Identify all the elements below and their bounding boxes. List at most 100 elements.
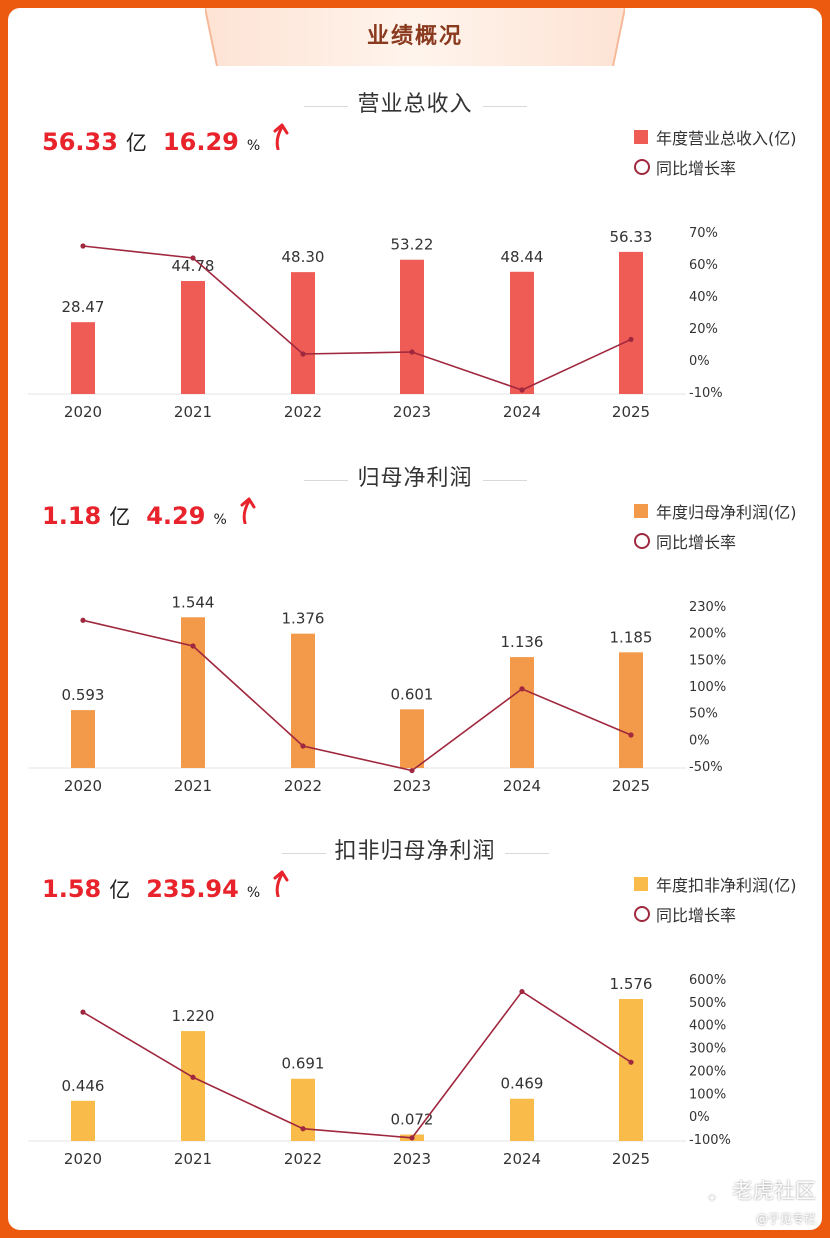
x-tick-label: 2023 [393,1150,431,1168]
bar-value-label: 53.22 [391,236,434,254]
section-title: 扣非归母净利润 [334,839,496,864]
legend-swatch [634,504,648,518]
headline-growth-unit: % [246,885,261,901]
growth-point [409,767,415,774]
legend-label: 年度营业总收入(亿) [656,129,797,148]
y2-tick-label: 100% [689,680,726,695]
legend-marker [634,906,650,922]
bar [71,710,95,768]
net-profit-section: 归母净利润 1.18 亿 4.29% 年度归母净利润(亿) 同比增长率 0.593 2… [0,464,830,836]
headline-value: 56.33 [42,128,118,156]
legend-marker [634,533,650,549]
growth-point [80,1009,86,1015]
bar-value-label: 1.376 [282,610,325,628]
bar [71,322,95,394]
x-tick-label: 2024 [503,777,541,795]
headline-growth: 16.29 [162,128,239,156]
bar [400,259,424,394]
y2-tick-label: 500% [689,996,726,1011]
watermark-author: @于见专栏 [755,1212,816,1226]
bar-value-label: 0.446 [62,1077,105,1095]
x-tick-label: 2021 [174,1150,212,1168]
bar-value-label: 0.469 [501,1075,544,1093]
headline-value: 1.58 [42,875,102,903]
revenue-section: 营业总收入 56.33 亿 16.29% 年度营业总收入(亿) 同比增长率 28.4… [0,90,830,462]
x-tick-label: 2020 [64,403,102,421]
title-rule-right [483,480,527,481]
x-tick-label: 2025 [612,403,650,421]
bar-value-label: 0.593 [62,686,105,704]
y2-tick-label: 600% [689,973,726,988]
legend-label: 同比增长率 [656,906,737,925]
growth-point [300,1126,306,1132]
bar [619,998,643,1141]
watermark: ✦ 老虎社区 @于见专栏 [686,1178,816,1230]
y2-tick-label: 200% [689,1064,726,1079]
growth-point [628,732,634,738]
legend-label: 同比增长率 [656,159,737,178]
watermark-logo-text: 老虎社区 [732,1179,816,1203]
headline-growth-unit: % [246,138,261,154]
x-tick-label: 2022 [284,777,322,795]
bar-value-label: 44.78 [172,257,215,275]
bar-value-label: 1.576 [610,975,653,993]
bar [510,1098,534,1141]
bar-value-label: 48.44 [501,248,544,266]
x-tick-label: 2021 [174,777,212,795]
growth-point [300,743,306,749]
growth-point [519,686,525,692]
legend-swatch [634,877,648,891]
growth-line [82,619,632,772]
bar-value-label: 0.072 [391,1111,434,1129]
watermark-logo: ✦ 老虎社区 [686,1178,816,1210]
bar-value-label: 1.220 [172,1007,215,1025]
title-rule-right [505,853,549,854]
growth-line [82,245,632,391]
growth-point [190,643,196,649]
x-tick-label: 2022 [284,403,322,421]
y2-tick-label: 50% [689,707,718,722]
headline: 1.58 亿 235.94% [42,869,290,903]
bar-value-label: 28.47 [62,298,105,316]
legend-label: 年度归母净利润(亿) [656,503,797,522]
bar-value-label: 1.185 [610,628,653,646]
y2-tick-label: 400% [689,1019,726,1034]
arrow-up-icon [272,122,290,154]
headline-growth-unit: % [213,512,227,528]
growth-point [519,988,525,995]
y2-tick-label: 230% [689,600,726,615]
growth-point [628,1059,634,1065]
bar [619,652,643,768]
growth-point [519,387,525,393]
x-tick-label: 2021 [174,403,212,421]
bar [619,251,643,394]
growth-line [82,990,632,1139]
x-tick-label: 2023 [393,403,431,421]
growth-point [409,349,415,355]
y2-tick-label: 20% [689,322,718,337]
bar-value-label: 0.601 [391,685,434,703]
headline: 1.18 亿 4.29% [42,496,257,530]
arrow-up-icon [272,869,290,901]
y2-tick-label: 0% [689,354,710,369]
headline-unit: 亿 [109,505,131,529]
headline-growth: 4.29 [146,502,206,530]
bar-value-label: 0.691 [282,1055,325,1073]
y2-tick-label: -100% [689,1133,731,1148]
headline-unit: 亿 [125,131,147,155]
bar-value-label: 1.544 [172,593,215,611]
legend-swatch [634,130,648,144]
y2-tick-label: 150% [689,653,726,668]
y2-tick-label: 0% [689,1110,710,1125]
x-tick-label: 2022 [284,1150,322,1168]
arrow-up-icon [239,496,257,528]
bar [181,1031,205,1141]
y2-tick-label: -50% [689,760,723,775]
x-tick-label: 2024 [503,403,541,421]
y2-tick-label: 70% [689,226,718,241]
y2-tick-label: 200% [689,627,726,642]
bar [291,272,315,394]
headline-growth: 235.94 [146,875,239,903]
growth-point [80,243,86,249]
title-rule-left [304,106,348,107]
